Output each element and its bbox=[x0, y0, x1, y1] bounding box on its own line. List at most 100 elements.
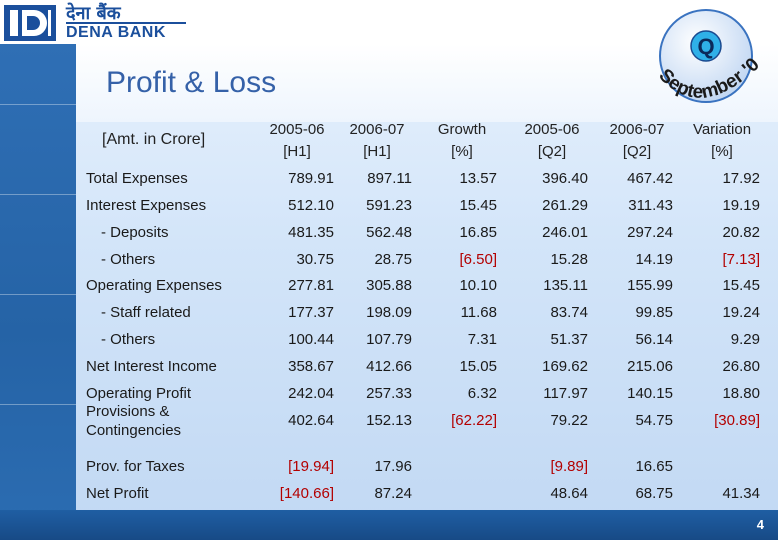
unit-label: [Amt. in Crore] bbox=[102, 131, 206, 148]
table-cell: 591.23 bbox=[366, 197, 412, 214]
column-header-line2: [H1] bbox=[363, 143, 391, 160]
table-cell: 56.14 bbox=[635, 331, 673, 348]
row-label: - Others bbox=[101, 331, 156, 348]
table-cell: 41.34 bbox=[722, 485, 760, 502]
column-header: 2005-06 [Q2] bbox=[507, 119, 597, 163]
row-label: Prov. for Taxes bbox=[86, 458, 185, 475]
table-cell: 54.75 bbox=[635, 412, 673, 429]
column-header-line2: [Q2] bbox=[537, 143, 567, 160]
table-cell: 261.29 bbox=[542, 197, 588, 214]
table-cell: 10.10 bbox=[459, 277, 497, 294]
column-header-line1: 2005-06 bbox=[269, 121, 325, 138]
table-cell: 28.75 bbox=[374, 251, 412, 268]
table-cell: [140.66] bbox=[279, 485, 334, 502]
table-cell: 100.44 bbox=[288, 331, 334, 348]
table-cell: 15.28 bbox=[550, 251, 588, 268]
table-cell: 177.37 bbox=[288, 304, 334, 321]
table-cell: 297.24 bbox=[627, 224, 673, 241]
table-cell: 19.24 bbox=[722, 304, 760, 321]
table-cell: 305.88 bbox=[366, 277, 412, 294]
table-cell: 16.65 bbox=[635, 458, 673, 475]
table-cell: 6.32 bbox=[467, 385, 497, 402]
table-cell: 9.29 bbox=[730, 331, 760, 348]
table-cell: [9.89] bbox=[550, 458, 588, 475]
table-cell: 83.74 bbox=[550, 304, 588, 321]
column-header-line1: 2006-07 bbox=[349, 121, 405, 138]
page-number: 4 bbox=[756, 517, 764, 532]
table-cell: 117.97 bbox=[543, 385, 588, 402]
row-label: Contingencies bbox=[86, 422, 182, 439]
table-cell: 897.11 bbox=[367, 170, 412, 187]
brand-name-hindi: देना बैंक bbox=[66, 3, 121, 24]
table-cell: 152.13 bbox=[366, 412, 412, 429]
table-cell: 358.67 bbox=[288, 358, 334, 375]
column-header-line1: Growth bbox=[437, 121, 487, 138]
table-cell: 15.45 bbox=[459, 197, 497, 214]
table-cell: 13.57 bbox=[459, 170, 497, 187]
table-cell: 512.10 bbox=[288, 197, 334, 214]
column-header-line1: 2005-06 bbox=[524, 121, 580, 138]
column-header: 2006-07 [Q2] bbox=[592, 119, 682, 163]
table-cell: 311.43 bbox=[628, 197, 673, 214]
row-label: Net Profit bbox=[86, 485, 149, 502]
table-cell: 11.68 bbox=[460, 304, 497, 321]
table-cell: 140.15 bbox=[627, 385, 673, 402]
column-header-line2: [H1] bbox=[283, 143, 311, 160]
dena-bank-logo-icon bbox=[4, 5, 56, 41]
column-header-line2: [%] bbox=[451, 143, 473, 160]
table-cell: 26.80 bbox=[722, 358, 760, 375]
row-label: Net Interest Income bbox=[86, 358, 217, 375]
table-cell: 107.79 bbox=[366, 331, 412, 348]
table-cell: 155.99 bbox=[627, 277, 673, 294]
table-cell: 246.01 bbox=[542, 224, 588, 241]
table-cell: 14.19 bbox=[635, 251, 673, 268]
row-label: - Others bbox=[101, 251, 156, 268]
table-cell: 30.75 bbox=[296, 251, 334, 268]
table-cell: 242.04 bbox=[288, 385, 334, 402]
row-label: Total Expenses bbox=[86, 170, 188, 187]
table-cell: [30.89] bbox=[714, 412, 760, 429]
table-cell: 277.81 bbox=[288, 277, 334, 294]
table-cell: [7.13] bbox=[722, 251, 760, 268]
row-label: - Deposits bbox=[101, 224, 169, 241]
table-cell: 215.06 bbox=[627, 358, 673, 375]
table-cell: [62.22] bbox=[451, 412, 497, 429]
table-cell: 79.22 bbox=[550, 412, 588, 429]
table-cell: 15.45 bbox=[722, 277, 760, 294]
column-header: 2005-06 [H1] bbox=[252, 119, 342, 163]
row-label: Interest Expenses bbox=[86, 197, 207, 214]
quarter-period-badge: Q September '06 bbox=[648, 6, 764, 103]
table-cell: 15.05 bbox=[459, 358, 497, 375]
brand-name-english: DENA BANK bbox=[66, 24, 166, 41]
table-cell: 789.91 bbox=[288, 170, 334, 187]
table-cell: 51.37 bbox=[550, 331, 588, 348]
column-header-line2: [%] bbox=[711, 143, 733, 160]
table-cell: 7.31 bbox=[467, 331, 497, 348]
table-cell: 87.24 bbox=[374, 485, 412, 502]
column-header-line1: Variation bbox=[692, 121, 752, 138]
row-label: Operating Profit bbox=[86, 385, 192, 402]
brand-divider bbox=[66, 22, 186, 24]
page-title: Profit & Loss bbox=[106, 66, 277, 99]
table-cell: 19.19 bbox=[722, 197, 760, 214]
table-cell: 135.11 bbox=[543, 277, 588, 294]
table-cell: 467.42 bbox=[627, 170, 673, 187]
left-decorative-strip bbox=[0, 44, 76, 524]
quarter-badge-letter: Q bbox=[697, 34, 714, 59]
row-label: - Staff related bbox=[101, 304, 191, 321]
table-cell: 18.80 bbox=[722, 385, 760, 402]
column-header-line1: 2006-07 bbox=[609, 121, 665, 138]
table-cell: 169.62 bbox=[542, 358, 588, 375]
table-cell: 562.48 bbox=[366, 224, 412, 241]
table-cell: 198.09 bbox=[366, 304, 412, 321]
table-cell: 68.75 bbox=[635, 485, 673, 502]
bottom-bar bbox=[0, 510, 778, 540]
column-header-line2: [Q2] bbox=[622, 143, 652, 160]
table-cell: 481.35 bbox=[288, 224, 334, 241]
table-cell: [19.94] bbox=[288, 458, 334, 475]
table-cell: 17.96 bbox=[374, 458, 412, 475]
table-cell: 402.64 bbox=[288, 412, 334, 429]
table-cell: 20.82 bbox=[722, 224, 760, 241]
column-header: 2006-07 [H1] bbox=[332, 119, 422, 163]
